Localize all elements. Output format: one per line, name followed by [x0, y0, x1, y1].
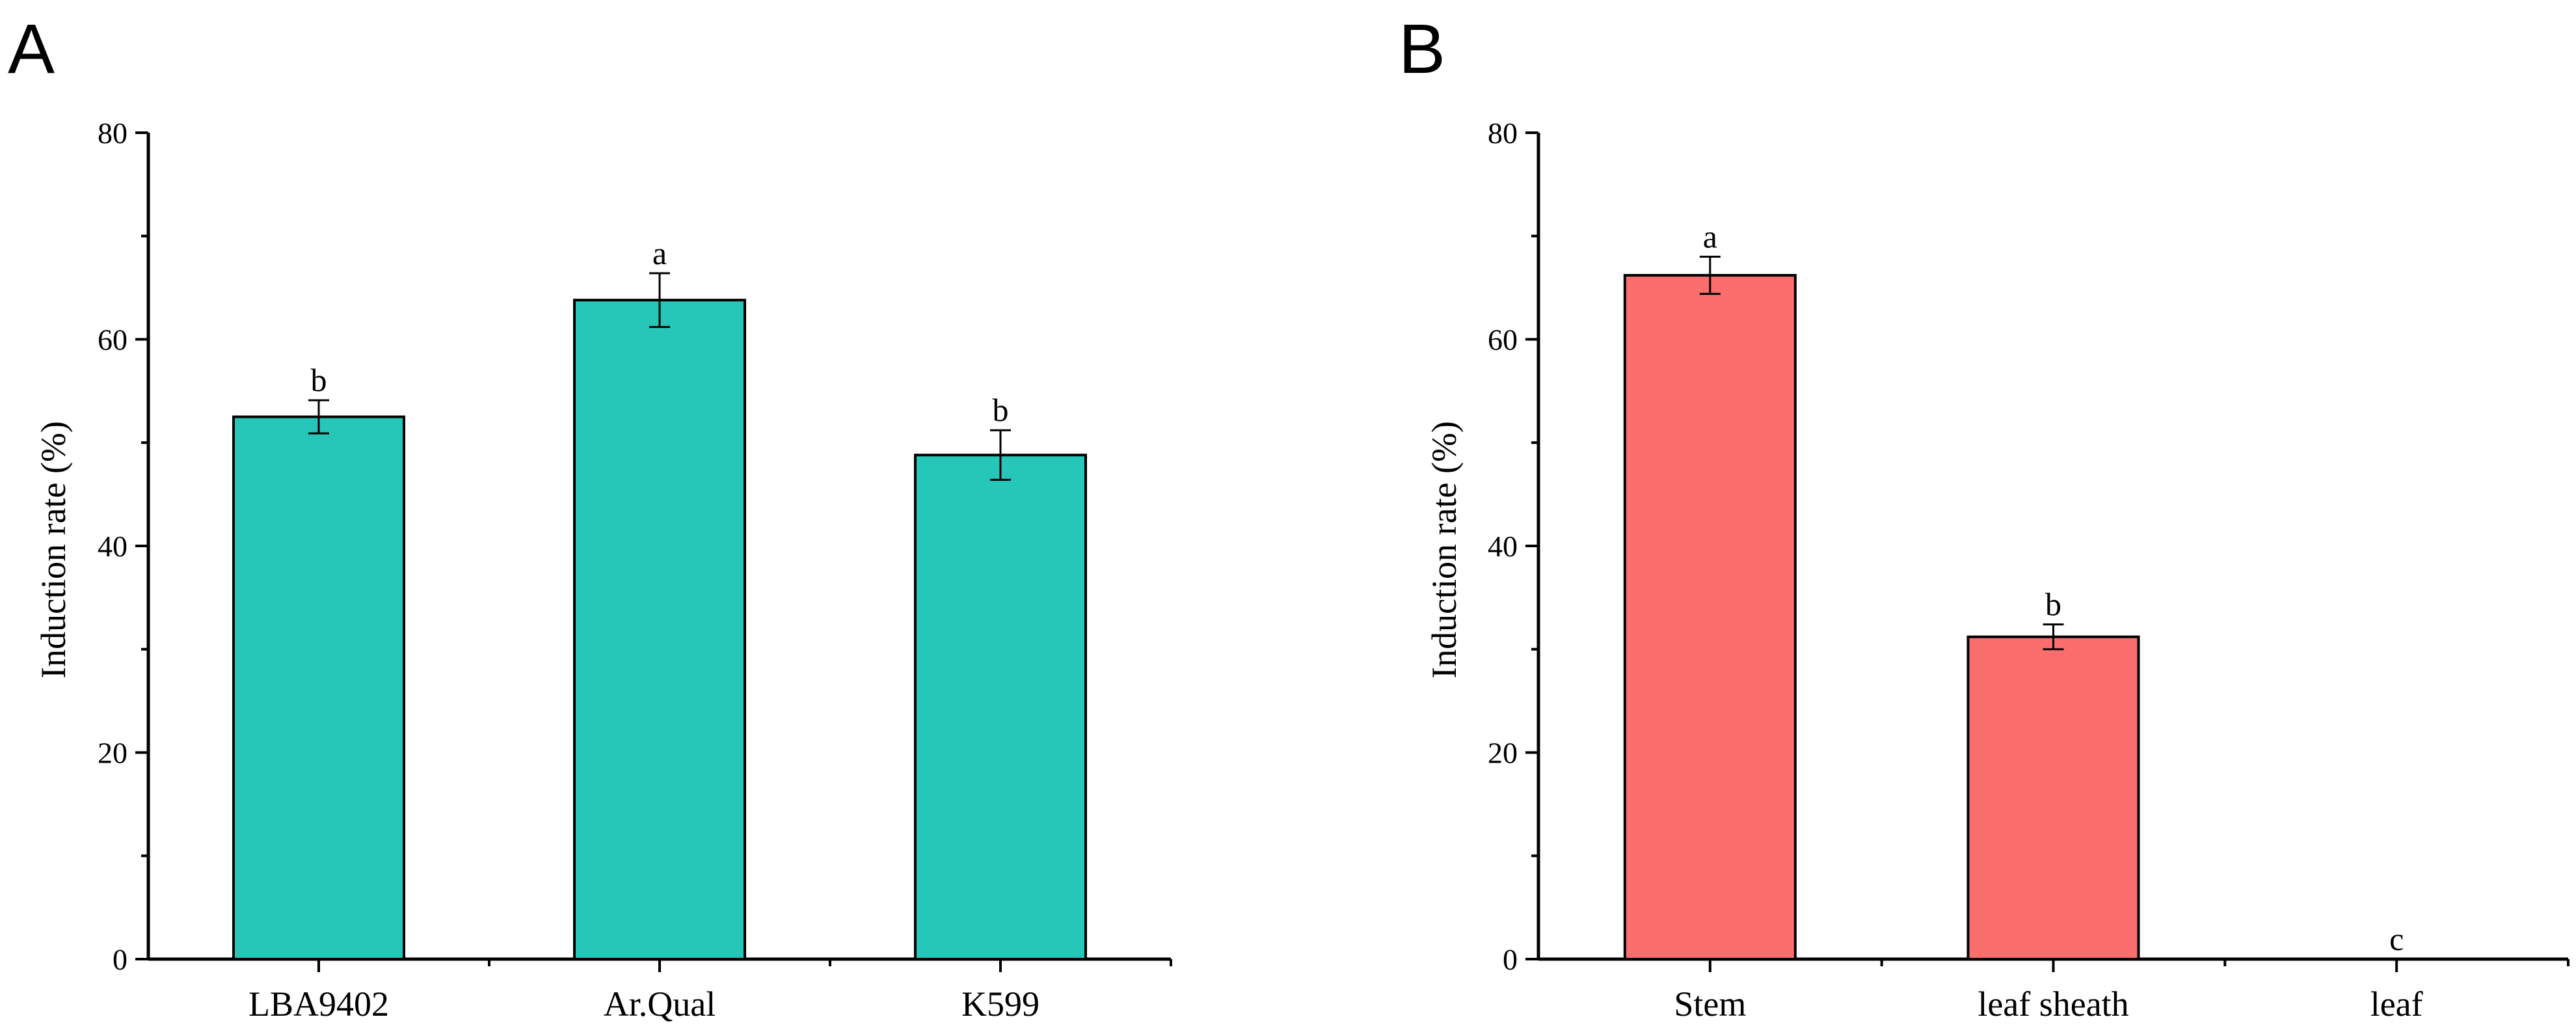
- panel-b: B Induction rate (%) 0 20 40 60 80 Stem a leaf …: [1399, 9, 2569, 1024]
- panel-a-letter: A: [8, 9, 55, 88]
- panel-a-y-tick-label: 60: [98, 323, 127, 357]
- panel-b-y-tick-label: 80: [1488, 116, 1518, 150]
- panel-a-bar-lba9402: [232, 415, 405, 960]
- panel-b-letter: B: [1399, 9, 1445, 88]
- panel-a-significance-label: b: [311, 362, 327, 398]
- panel-b-y-tick-label: 20: [1488, 737, 1518, 770]
- panel-b-x-tick-label: leaf sheath: [1978, 984, 2128, 1024]
- panel-a-x-tick-label: Ar.Qual: [604, 984, 716, 1024]
- panel-b-y-axis-title: Induction rate (%): [1425, 421, 1464, 679]
- panel-b-significance-label: b: [2045, 586, 2061, 623]
- panel-a-y-tick-label: 20: [98, 737, 127, 770]
- panel-a-y-tick-label: 40: [98, 530, 127, 563]
- panel-b-y-tick-label: 60: [1488, 323, 1518, 357]
- panel-b-y-tick-label: 40: [1488, 530, 1518, 563]
- panel-b-bar-stem: [1623, 274, 1797, 961]
- panel-b-bar-leaf-sheath: [1966, 635, 2140, 960]
- panel-b-y-tick-label: 0: [1503, 943, 1518, 976]
- panel-a-bar-ar-qual: [573, 299, 746, 960]
- panel-a-x-tick-label: K599: [961, 984, 1040, 1024]
- panel-b-significance-label: c: [2389, 921, 2404, 957]
- panel-a-significance-label: b: [993, 392, 1009, 428]
- panel-a-x-tick-label: LBA9402: [248, 984, 389, 1024]
- panel-b-x-tick-label: leaf: [2370, 984, 2423, 1024]
- panel-b-significance-label: a: [1703, 219, 1717, 255]
- panel-a-y-tick-label: 80: [98, 116, 127, 150]
- panel-a-y-axis-title: Induction rate (%): [34, 421, 73, 679]
- panel-b-x-tick-label: Stem: [1674, 984, 1746, 1024]
- panel-a-y-tick-label: 0: [113, 943, 127, 976]
- panel-a-significance-label: a: [652, 235, 667, 271]
- panel-a: A Induction rate (%) 0 20 40 60 80 LBA9402 b Ar…: [8, 9, 1172, 1024]
- panel-a-bar-k599: [914, 454, 1087, 960]
